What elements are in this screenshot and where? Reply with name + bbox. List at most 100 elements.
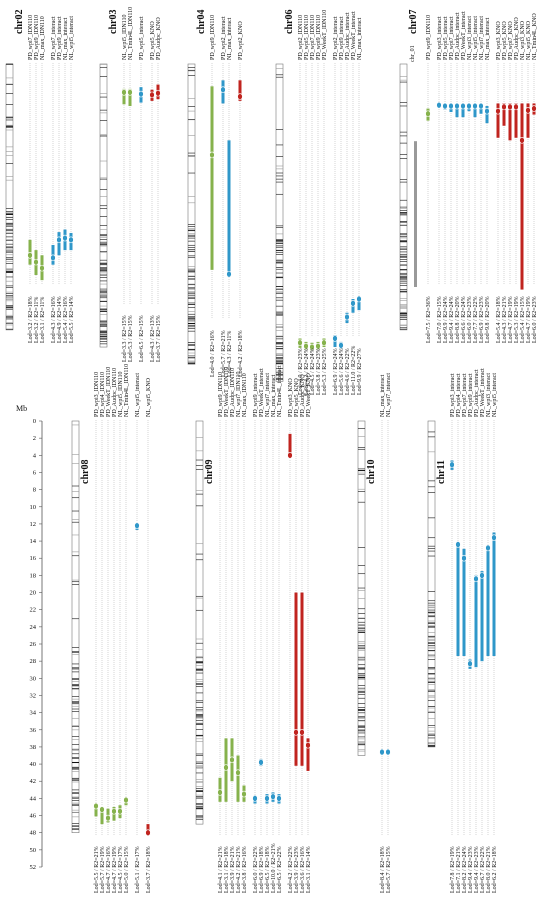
- trait-label: PD_wpi3_KNO: [496, 21, 502, 60]
- qtl-peak: [478, 102, 484, 110]
- lod-label: Lod=6.9 / R2=24%: [333, 348, 339, 395]
- tick-label: 30: [30, 675, 37, 682]
- lod-label: Lod=6.7 / R2=22%: [480, 846, 486, 893]
- qtl-peak: [501, 103, 507, 111]
- trait-label: PD_wpi7_interact: [462, 373, 468, 417]
- qtl-peak: [127, 89, 133, 96]
- lod-label: Lod=5.1 / R2=17%: [135, 846, 141, 893]
- chromosome-bar: [195, 420, 204, 825]
- trait-label: PD_wpi4_interact: [456, 373, 462, 417]
- tick-label: 32: [30, 692, 37, 699]
- tick-label: 20: [30, 590, 37, 597]
- trait-label: PD_Audpc_IDN110: [112, 368, 118, 417]
- qtl-peak: [531, 105, 537, 112]
- trait-label: PD_WeekT_interact: [480, 368, 486, 417]
- qtl-peak: [485, 544, 491, 552]
- lod-label: Lod=3.1 / R2=14%: [306, 846, 312, 893]
- lod-label: Lod=4.7 / R2=16%: [106, 846, 112, 893]
- lod-label: Lod=8.2 / R2=24%: [462, 846, 468, 893]
- tick-label: 52: [30, 864, 37, 871]
- tick-label: 8: [33, 487, 36, 494]
- trait-label: PD_wpi9_IDN110: [316, 15, 322, 60]
- tick-label: 50: [30, 847, 37, 854]
- lod-label: Lod=4.2 / R2=18%: [238, 330, 244, 377]
- trait-label: NL_wpi5_KNO: [526, 20, 532, 60]
- tick-label: 4: [33, 452, 37, 459]
- trait-label: NL_wpi7_interact: [386, 373, 392, 417]
- qtl-peak: [209, 151, 215, 159]
- trait-label: PD_wpi9_interact: [253, 373, 259, 417]
- qtl-peak: [484, 107, 490, 115]
- qtl-peak: [252, 795, 258, 802]
- trait-label: PD_WeekT_IDN110: [322, 10, 328, 60]
- lod-label: Lod=3.8 / R2=16%: [242, 846, 248, 893]
- qtl-peak: [472, 102, 478, 110]
- lod-label: Lod=7.0 / R2=15%: [437, 296, 443, 343]
- qtl-interval: [502, 103, 506, 126]
- lod-label: Lod=11.0 / R2=22%: [351, 346, 357, 395]
- trait-label: PD_WeekT_interact: [259, 368, 265, 417]
- trait-label: PD_wpi3_KNO: [288, 378, 294, 417]
- qtl-peak: [448, 102, 454, 110]
- lod-label: Lod=9.9 / R2=27%: [357, 348, 363, 395]
- trait-label: NL_max_interact: [485, 17, 491, 60]
- lod-label: Lod=5.3 / R2=15%: [128, 315, 134, 362]
- qtl-peak: [299, 729, 305, 736]
- trait-label: PD_wpi5_IDN110: [304, 15, 310, 60]
- qtl-interval: [100, 806, 104, 825]
- tick-label: 40: [30, 761, 37, 768]
- lod-label: Lod=4.3 / R2=21%: [502, 296, 508, 343]
- lod-label: Lod=5.4 / R2=16%: [63, 296, 69, 343]
- chromosome-name: chr02: [14, 10, 25, 34]
- qtl-peak: [155, 89, 161, 97]
- tick-label: 12: [30, 521, 37, 528]
- qtl-peak: [105, 814, 111, 822]
- qtl-peak: [138, 90, 144, 98]
- qtl-interval: [526, 103, 530, 138]
- trait-label: PD_wpi9_IDN110: [34, 15, 40, 60]
- lod-label: Lod=5.4 / R2=15%: [520, 296, 526, 343]
- trait-label: PD_wpi9_interact: [57, 16, 63, 60]
- trait-label: PD_Audpc_KNO: [156, 17, 162, 60]
- qtl-peak: [303, 342, 309, 350]
- trait-label: NL_wpi7_interact: [479, 16, 485, 60]
- lod-label: Lod=5.0 / R2=15%: [124, 846, 130, 893]
- qtl-interval: [485, 106, 489, 124]
- lod-label: Lod=4.7 / R2=19%: [112, 846, 118, 893]
- qtl-peak: [309, 343, 315, 351]
- lod-label: Lod=4.5 / R2=24%: [310, 348, 316, 395]
- qtl-interval: [492, 532, 496, 657]
- tick-label: 14: [30, 538, 37, 545]
- qtl-peak: [466, 102, 472, 110]
- trait-label: NL_max_interact: [271, 374, 277, 417]
- qtl-interval: [236, 755, 240, 802]
- qtl-peak: [454, 102, 460, 110]
- tick-label: 6: [33, 469, 37, 476]
- trait-label: PD_wpi5_KNO: [502, 21, 508, 60]
- lod-label: Lod=5.3 / R2=19%: [514, 296, 520, 343]
- trait-label: NL_wpi7_interact: [265, 373, 271, 417]
- chromosome-name: chr04: [196, 10, 207, 34]
- qtl-interval: [128, 88, 132, 107]
- qtl-peak: [264, 795, 270, 802]
- chromosome-name: chr10: [366, 460, 377, 484]
- trait-label: NL_wpi5_interact: [135, 373, 141, 417]
- qtl-peak: [473, 575, 479, 583]
- qtl-peak: [356, 295, 362, 303]
- qtl-peak: [321, 339, 327, 347]
- trait-label: NL_max_interact: [380, 374, 386, 417]
- tick-label: 22: [30, 607, 37, 614]
- lod-label: Lod=6.9 / R2=23%: [479, 296, 485, 343]
- qtl-peak: [519, 137, 525, 144]
- qtl-peak: [50, 254, 56, 262]
- qtl-interval: [496, 103, 500, 138]
- lod-label: Lod=7.1 / R2=21%: [456, 846, 462, 893]
- qtl-interval: [300, 592, 304, 766]
- tick-label: 38: [30, 744, 37, 751]
- lod-label: Lod=7.7 / R2=22%: [473, 296, 479, 343]
- qtl-peak: [235, 769, 241, 776]
- qtl-peak: [293, 729, 299, 736]
- tick-label: 42: [30, 778, 37, 785]
- qtl-peak: [338, 342, 344, 349]
- qtl-peak: [229, 756, 235, 764]
